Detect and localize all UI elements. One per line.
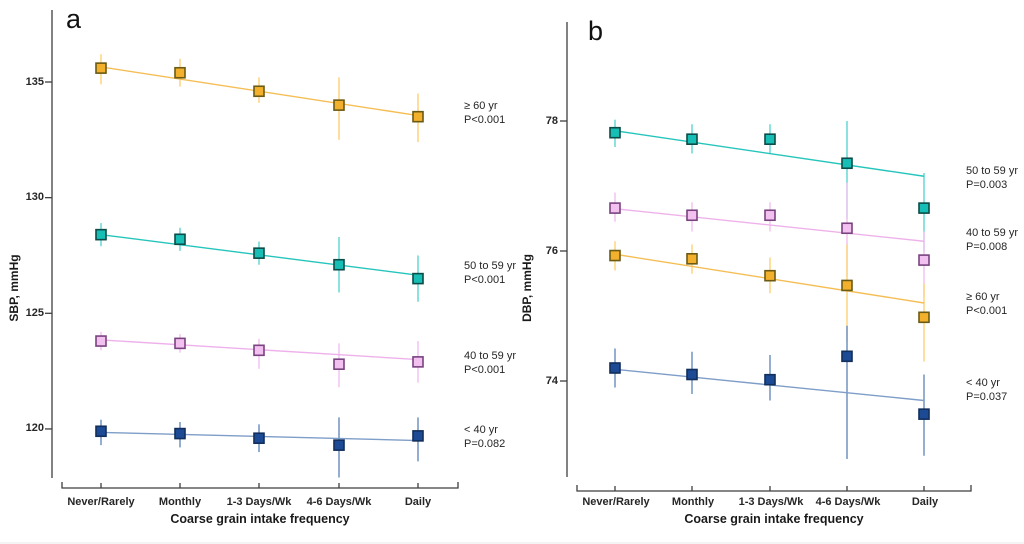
marker-a-s0-p2 <box>253 85 265 98</box>
panel-b-ytick-78: 78 <box>545 115 558 127</box>
marker-a-s3-p1 <box>174 427 186 440</box>
panel-b-label-50to59: 50 to 59 yr P=0.003 <box>966 165 1018 192</box>
marker-a-s3-p3 <box>333 439 345 451</box>
series-pvalue: P<0.001 <box>464 273 506 286</box>
marker-b-s2-p4 <box>918 311 930 324</box>
panel-b-xtick-4-6-days: 4-6 Days/Wk <box>815 496 881 508</box>
marker-a-s2-p1 <box>174 337 186 350</box>
panel-b-ytick-74: 74 <box>545 375 558 387</box>
panel-a-ytick-125: 125 <box>25 307 44 319</box>
marker-b-s3-p3 <box>841 350 853 363</box>
marker-a-s1-p3 <box>333 258 345 271</box>
trend-line-b-s0 <box>614 130 925 177</box>
panel-b-xtick-daily: Daily <box>911 496 939 508</box>
marker-a-s2-p2 <box>253 344 265 357</box>
marker-b-s1-p2 <box>764 209 776 222</box>
panel-a-letter: a <box>66 4 82 34</box>
series-name: < 40 yr <box>464 424 498 436</box>
panel-b-xtick-never-rarely: Never/Rarely <box>582 496 650 508</box>
series-name: ≥ 60 yr <box>464 100 498 112</box>
series-pvalue: P<0.001 <box>966 304 1008 317</box>
marker-b-s2-p2 <box>764 269 776 282</box>
series-pvalue: P=0.082 <box>464 437 506 450</box>
marker-b-s2-p3 <box>841 279 853 292</box>
marker-b-s3-p2 <box>764 373 776 386</box>
marker-a-s1-p0 <box>95 228 107 241</box>
marker-a-s2-p0 <box>95 335 107 347</box>
x-axis-bracket <box>576 485 972 492</box>
marker-b-s2-p0 <box>609 249 621 262</box>
marker-b-s1-p3 <box>841 222 853 235</box>
panel-b-x-axis-title: Coarse grain intake frequency <box>684 512 864 526</box>
trend-line-b-s1 <box>614 208 925 242</box>
marker-a-s2-p4 <box>412 356 424 368</box>
panel-b-xtick-1-3-days: 1-3 Days/Wk <box>738 496 804 508</box>
marker-b-s1-p4 <box>918 254 930 266</box>
series-name: 40 to 59 yr <box>464 350 516 362</box>
panel-a-xtick-never-rarely: Never/Rarely <box>67 496 135 508</box>
marker-b-s0-p0 <box>609 126 621 139</box>
panel-b-y-axis-title: DBP, mmHg <box>520 254 534 322</box>
panel-a-xtick-1-3-days: 1-3 Days/Wk <box>226 496 292 508</box>
panel-a-xtick-monthly: Monthly <box>158 496 202 508</box>
marker-a-s3-p2 <box>253 432 265 445</box>
marker-a-s3-p0 <box>95 425 107 438</box>
marker-b-s2-p1 <box>686 253 698 265</box>
marker-a-s0-p0 <box>95 62 107 74</box>
panel-a-label-lt40: < 40 yr P=0.082 <box>464 424 505 451</box>
marker-b-s1-p0 <box>609 202 621 214</box>
x-axis-bracket <box>61 482 459 489</box>
marker-b-s0-p1 <box>686 133 698 145</box>
marker-b-s1-p1 <box>686 209 698 222</box>
panel-a-label-40to59: 40 to 59 yr P<0.001 <box>464 350 516 377</box>
panel-b-xtick-monthly: Monthly <box>671 496 715 508</box>
series-name: 50 to 59 yr <box>464 260 516 272</box>
panel-b-label-ge60: ≥ 60 yr P<0.001 <box>966 291 1007 318</box>
marker-a-s2-p3 <box>333 358 345 370</box>
series-name: < 40 yr <box>966 377 1000 389</box>
panel-a <box>45 10 459 489</box>
marker-b-s3-p4 <box>918 408 930 420</box>
panel-a-xtick-4-6-days: 4-6 Days/Wk <box>306 496 372 508</box>
series-pvalue: P=0.003 <box>966 178 1008 191</box>
marker-b-s0-p4 <box>918 202 930 214</box>
marker-b-s0-p2 <box>764 133 776 145</box>
series-pvalue: P<0.001 <box>464 363 506 376</box>
panel-b-label-lt40: < 40 yr P=0.037 <box>966 377 1007 404</box>
series-name: 50 to 59 yr <box>966 165 1018 177</box>
panel-b <box>560 22 972 492</box>
series-name: ≥ 60 yr <box>966 291 1000 303</box>
marker-a-s1-p1 <box>174 233 186 246</box>
marker-b-s3-p0 <box>609 362 621 374</box>
panel-b-label-40to59: 40 to 59 yr P=0.008 <box>966 227 1018 254</box>
marker-a-s0-p1 <box>174 66 186 79</box>
marker-b-s3-p1 <box>686 368 698 381</box>
series-name: 40 to 59 yr <box>966 227 1018 239</box>
panel-a-x-axis-title: Coarse grain intake frequency <box>170 512 350 526</box>
marker-a-s1-p2 <box>253 247 265 259</box>
marker-b-s0-p3 <box>841 157 853 170</box>
panel-b-letter: b <box>588 16 604 46</box>
panel-a-ytick-130: 130 <box>25 191 44 203</box>
panel-a-xtick-daily: Daily <box>404 496 432 508</box>
panel-a-ytick-120: 120 <box>25 422 44 434</box>
marker-a-s0-p4 <box>412 110 424 123</box>
series-pvalue: P<0.001 <box>464 113 506 126</box>
panel-a-label-ge60: ≥ 60 yr P<0.001 <box>464 100 505 127</box>
panel-a-ytick-135: 135 <box>25 76 44 88</box>
marker-a-s3-p4 <box>412 430 424 442</box>
panel-b-ytick-76: 76 <box>545 245 558 257</box>
panel-a-label-50to59: 50 to 59 yr P<0.001 <box>464 260 516 287</box>
marker-a-s1-p4 <box>412 272 424 285</box>
marker-a-s0-p3 <box>333 99 345 111</box>
series-pvalue: P=0.008 <box>966 240 1008 253</box>
series-pvalue: P=0.037 <box>966 390 1008 403</box>
